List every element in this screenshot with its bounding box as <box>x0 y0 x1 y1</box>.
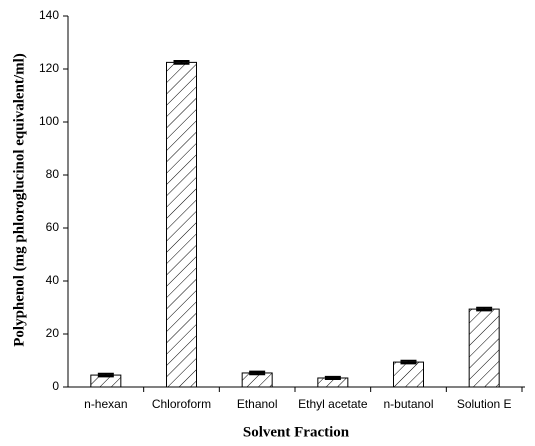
y-tick-label: 140 <box>39 8 59 22</box>
x-tick-label: n-butanol <box>383 397 433 411</box>
error-bar <box>476 306 493 312</box>
y-tick-label: 100 <box>39 114 59 128</box>
bar <box>166 61 197 388</box>
y-tick-label: 60 <box>46 220 60 234</box>
y-tick-label: 0 <box>52 379 59 393</box>
bar <box>468 308 500 388</box>
error-bar <box>400 359 417 365</box>
bar <box>393 361 424 388</box>
y-axis-title: Polyphenol (mg phloroglucinol equivalent… <box>11 53 27 347</box>
error-bar <box>97 372 114 378</box>
x-tick-label: Ethyl acetate <box>298 397 368 411</box>
y-tick-label: 120 <box>39 61 59 75</box>
y-tick-label: 80 <box>46 167 60 181</box>
y-tick-label: 40 <box>46 273 60 287</box>
x-tick-label: Ethanol <box>237 397 278 411</box>
x-tick-label: Solution E <box>457 397 512 411</box>
y-tick-label: 20 <box>46 326 60 340</box>
x-axis-title: Solvent Fraction <box>243 424 350 440</box>
error-bar <box>249 370 266 376</box>
x-tick-label: n-hexan <box>84 397 127 411</box>
error-bar <box>173 60 190 65</box>
error-bar <box>324 375 341 381</box>
x-tick-label: Chloroform <box>152 397 211 411</box>
